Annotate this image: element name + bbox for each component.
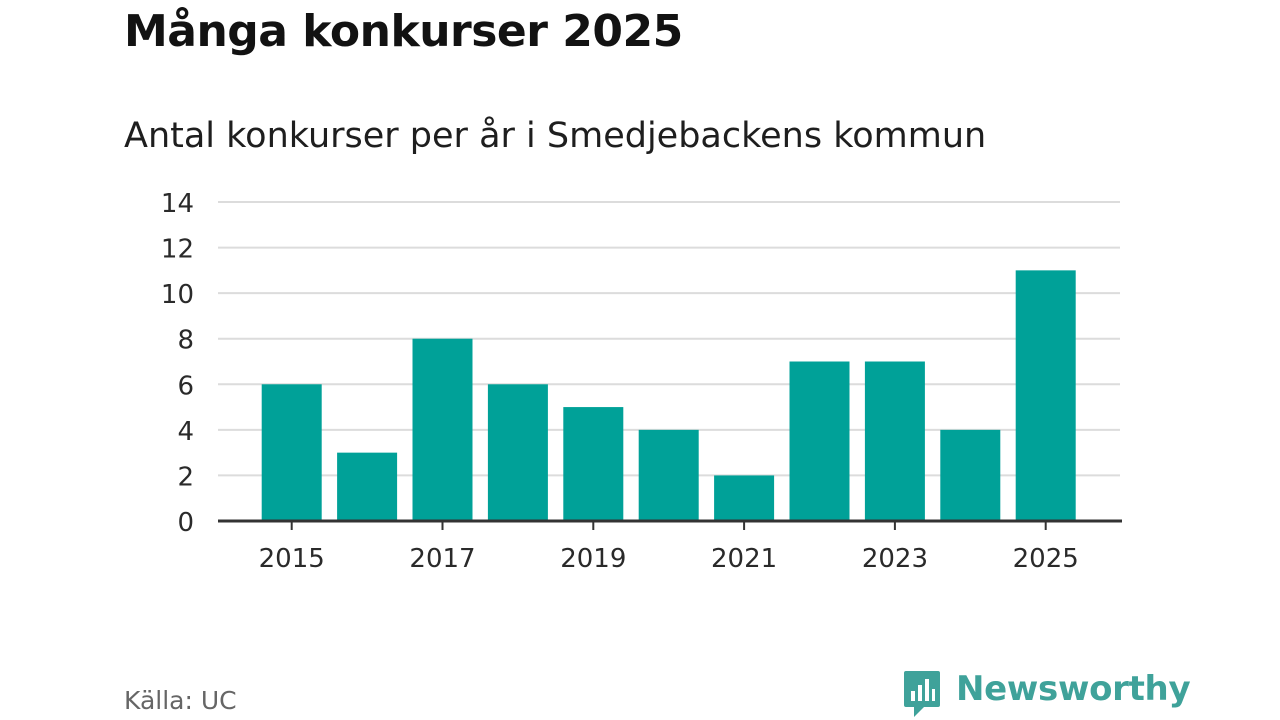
tick-labels: 0 2 4 6 8 10 12 14 2015 2017 2019 2021 2023 2025 [161, 189, 1079, 574]
x-tick-label: 2021 [711, 544, 777, 574]
x-tick-label: 2019 [560, 544, 626, 574]
y-tick-label: 4 [177, 417, 194, 447]
bar-2024 [940, 429, 1001, 521]
y-tick-label: 8 [177, 326, 194, 356]
y-tick-label: 6 [177, 371, 194, 401]
bar-2015 [261, 384, 322, 521]
bar-2023 [864, 361, 925, 521]
y-tick-label: 10 [161, 280, 194, 310]
bar-2020 [638, 429, 699, 521]
brand-logo: Newsworthy [902, 669, 1191, 720]
x-tick-label: 2017 [409, 544, 475, 574]
y-tick-label: 14 [161, 189, 194, 219]
bar-2022 [789, 361, 850, 521]
x-tick-label: 2025 [1013, 544, 1079, 574]
bar-2016 [337, 452, 398, 521]
bar-2021 [714, 475, 775, 521]
bar-2019 [563, 407, 624, 521]
source-note: Källa: UC [124, 686, 237, 715]
bar-2017 [412, 338, 473, 521]
y-tick-label: 0 [177, 508, 194, 538]
y-tick-label: 2 [177, 462, 194, 492]
bars [261, 270, 1076, 521]
newsworthy-logo-icon [904, 671, 940, 717]
axes [218, 519, 1122, 530]
x-tick-label: 2023 [862, 544, 928, 574]
bar-2018 [487, 384, 548, 521]
x-tick-label: 2015 [259, 544, 325, 574]
chart-subtitle: Antal konkurser per år i Smedjebackens k… [124, 116, 987, 156]
bar-2025 [1015, 270, 1076, 521]
chart-title: Många konkurser 2025 [124, 6, 683, 57]
y-tick-label: 12 [161, 235, 194, 265]
brand-name: Newsworthy [956, 669, 1191, 709]
